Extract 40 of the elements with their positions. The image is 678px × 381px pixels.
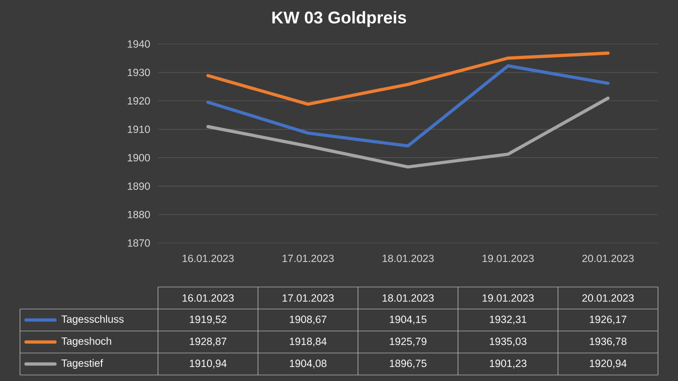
data-label: 1918,84 bbox=[290, 338, 327, 346]
category-label: 19.01.2023 bbox=[482, 294, 534, 302]
data-label: 1904,15 bbox=[390, 316, 426, 324]
data-label: 1904,08 bbox=[290, 360, 326, 368]
y-tick-label: 1900 bbox=[128, 154, 150, 162]
data-label: 1908,67 bbox=[290, 316, 326, 324]
y-tick-label: 1940 bbox=[128, 40, 150, 48]
line-series bbox=[206, 52, 610, 106]
legend-label: Tagesschluss bbox=[61, 315, 124, 325]
category-label: 16.01.2023 bbox=[182, 294, 234, 302]
x-tick-label: 18.01.2023 bbox=[382, 254, 434, 262]
y-tick-label: 1870 bbox=[128, 239, 150, 247]
y-tick-label: 1890 bbox=[128, 182, 150, 190]
data-label: 1932,31 bbox=[490, 316, 526, 324]
data-label: 1936,78 bbox=[590, 338, 626, 346]
x-tick-label: 19.01.2023 bbox=[482, 254, 534, 262]
data-label: 1935,03 bbox=[490, 338, 526, 346]
line-series bbox=[206, 96, 610, 169]
y-tick-label: 1880 bbox=[128, 210, 150, 218]
y-tick-label: 1930 bbox=[128, 68, 150, 76]
data-label: 1896,75 bbox=[390, 360, 426, 368]
data-label: 1919,52 bbox=[190, 316, 226, 324]
line-series bbox=[206, 64, 610, 148]
data-label: 1901,23 bbox=[490, 360, 526, 368]
y-tick-label: 1920 bbox=[128, 97, 150, 105]
category-label: 20.01.2023 bbox=[582, 294, 634, 302]
category-label: 17.01.2023 bbox=[282, 294, 334, 302]
x-tick-label: 20.01.2023 bbox=[582, 254, 634, 262]
x-tick-label: 16.01.2023 bbox=[182, 254, 234, 262]
chart-title: KW 03 Goldpreis bbox=[272, 11, 406, 27]
legend-label: Tagestief bbox=[61, 359, 104, 369]
x-tick-label: 17.01.2023 bbox=[282, 254, 334, 262]
category-label: 18.01.2023 bbox=[382, 294, 434, 302]
data-label: 1920,94 bbox=[590, 360, 627, 368]
y-tick-label: 1910 bbox=[128, 126, 150, 133]
data-label: 1910,94 bbox=[190, 360, 227, 368]
data-label: 1928,87 bbox=[190, 338, 226, 346]
data-label: 1925,79 bbox=[390, 338, 426, 346]
data-label: 1926,17 bbox=[590, 316, 626, 324]
legend-label: Tageshoch bbox=[61, 337, 112, 347]
